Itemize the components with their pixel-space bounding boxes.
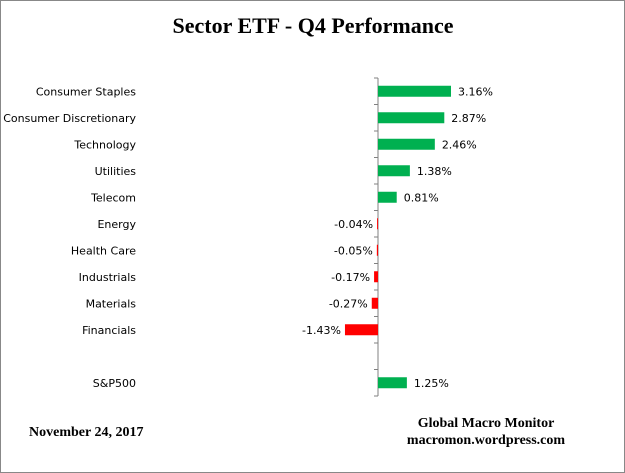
bar: [377, 218, 378, 230]
data-label: -0.04%: [334, 218, 373, 231]
bar: [378, 85, 451, 97]
category-label: Materials: [86, 297, 137, 310]
category-label: S&P500: [93, 377, 136, 390]
bar: [378, 191, 397, 203]
bar: [344, 324, 378, 336]
bar: [378, 165, 410, 177]
category-label: Telecom: [90, 191, 136, 204]
category-label: Consumer Discretionary: [3, 112, 136, 125]
data-label: 1.25%: [414, 377, 449, 390]
bar: [374, 271, 378, 283]
data-label: -0.05%: [334, 244, 373, 257]
chart-title: Sector ETF - Q4 Performance: [172, 13, 453, 38]
category-label: Industrials: [79, 271, 137, 284]
data-label: -0.17%: [331, 271, 370, 284]
category-label: Energy: [97, 218, 136, 231]
footer-source-url: macromon.wordpress.com: [407, 433, 565, 448]
bar: [378, 138, 435, 150]
bar: [376, 244, 378, 256]
category-label: Consumer Staples: [36, 85, 136, 98]
category-label: Financials: [82, 324, 136, 337]
data-label: -1.43%: [302, 324, 341, 337]
data-label: 2.87%: [451, 112, 486, 125]
category-label: Health Care: [71, 244, 136, 257]
bar: [371, 297, 378, 309]
data-label: 0.81%: [404, 191, 439, 204]
bar: [378, 377, 407, 389]
footer-source-name: Global Macro Monitor: [418, 416, 555, 431]
data-label: 1.38%: [417, 165, 452, 178]
data-label: 2.46%: [442, 138, 477, 151]
data-label: -0.27%: [329, 297, 368, 310]
data-label: 3.16%: [458, 85, 493, 98]
category-label: Utilities: [95, 165, 137, 178]
category-label: Technology: [73, 138, 136, 151]
footer-date: November 24, 2017: [29, 425, 143, 440]
bar: [378, 112, 445, 124]
